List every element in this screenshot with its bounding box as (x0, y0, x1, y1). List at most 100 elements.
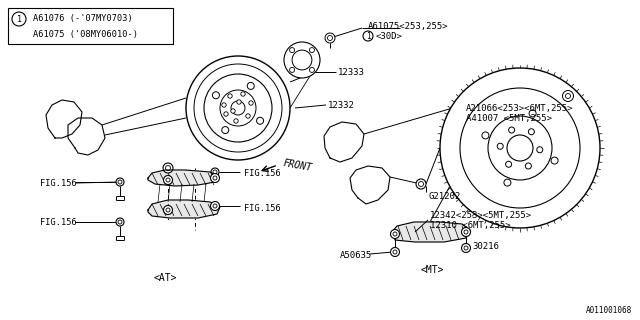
Circle shape (247, 83, 254, 89)
Circle shape (166, 165, 170, 171)
Text: 1: 1 (365, 31, 371, 41)
Text: FRONT: FRONT (282, 158, 313, 173)
Circle shape (204, 74, 272, 142)
Text: G21202: G21202 (428, 191, 460, 201)
Circle shape (363, 31, 373, 41)
Circle shape (284, 42, 320, 78)
Circle shape (221, 127, 228, 133)
Circle shape (220, 90, 256, 126)
Polygon shape (46, 100, 82, 138)
Text: A21066<253><6MT,255>: A21066<253><6MT,255> (466, 103, 573, 113)
Circle shape (390, 247, 399, 257)
Circle shape (116, 218, 124, 226)
Circle shape (390, 229, 399, 238)
Circle shape (529, 129, 534, 135)
Circle shape (231, 101, 245, 115)
Text: 12332: 12332 (328, 100, 355, 109)
Circle shape (461, 228, 470, 236)
Circle shape (497, 143, 503, 149)
Circle shape (237, 100, 241, 104)
Circle shape (537, 147, 543, 153)
Polygon shape (148, 200, 220, 218)
Bar (8, 8, 173, 44)
Polygon shape (392, 222, 470, 242)
Circle shape (328, 36, 333, 41)
Text: A61075<253,255>: A61075<253,255> (368, 21, 449, 30)
Circle shape (529, 110, 536, 117)
Circle shape (166, 208, 170, 212)
Circle shape (231, 109, 236, 113)
Circle shape (257, 117, 264, 124)
Circle shape (163, 175, 173, 185)
Text: <30D>: <30D> (376, 31, 403, 41)
Circle shape (551, 157, 558, 164)
Circle shape (116, 178, 124, 186)
Text: 1: 1 (17, 14, 22, 23)
Circle shape (211, 173, 220, 182)
Text: FIG.156: FIG.156 (244, 169, 281, 178)
Circle shape (118, 220, 122, 224)
Circle shape (228, 94, 232, 98)
Circle shape (482, 132, 489, 139)
Text: A61075 ('08MY06010-): A61075 ('08MY06010-) (33, 29, 138, 38)
Circle shape (212, 92, 220, 99)
Circle shape (292, 50, 312, 70)
Circle shape (166, 178, 170, 182)
Text: FIG.156: FIG.156 (40, 179, 77, 188)
Circle shape (507, 135, 533, 161)
Circle shape (213, 170, 217, 174)
Circle shape (246, 114, 250, 118)
Text: FIG.156: FIG.156 (244, 204, 281, 212)
Circle shape (525, 163, 531, 169)
Text: 12310 <6MT,255>: 12310 <6MT,255> (430, 220, 511, 229)
Circle shape (309, 48, 314, 52)
Circle shape (163, 205, 173, 214)
Text: A61076 (-'07MY0703): A61076 (-'07MY0703) (33, 13, 132, 22)
Circle shape (506, 161, 511, 167)
Polygon shape (68, 118, 105, 155)
Circle shape (289, 48, 294, 52)
Circle shape (224, 112, 228, 116)
Circle shape (163, 163, 173, 173)
Circle shape (509, 127, 515, 133)
Text: A50635: A50635 (340, 252, 372, 260)
Circle shape (234, 119, 238, 123)
Polygon shape (350, 166, 390, 204)
Text: 12342<253><5MT,255>: 12342<253><5MT,255> (430, 211, 532, 220)
Text: <AT>: <AT> (153, 273, 177, 283)
Text: FIG.156: FIG.156 (40, 218, 77, 227)
Circle shape (325, 33, 335, 43)
Circle shape (566, 93, 570, 99)
Circle shape (416, 179, 426, 189)
Circle shape (213, 204, 217, 208)
Circle shape (222, 103, 226, 107)
Circle shape (211, 202, 220, 211)
Polygon shape (148, 170, 218, 186)
Circle shape (504, 179, 511, 186)
Circle shape (194, 64, 282, 152)
Text: <MT>: <MT> (420, 265, 444, 275)
Circle shape (563, 91, 573, 101)
Circle shape (488, 116, 552, 180)
Circle shape (464, 230, 468, 234)
Text: A41007 <5MT,255>: A41007 <5MT,255> (466, 114, 552, 123)
Circle shape (393, 250, 397, 254)
Circle shape (464, 246, 468, 250)
Text: A011001068: A011001068 (586, 306, 632, 315)
Circle shape (241, 92, 245, 96)
Circle shape (393, 232, 397, 236)
Circle shape (118, 180, 122, 184)
Circle shape (460, 88, 580, 208)
Circle shape (12, 12, 26, 26)
Circle shape (186, 56, 290, 160)
Text: 12333: 12333 (338, 68, 365, 76)
Circle shape (440, 68, 600, 228)
Circle shape (309, 68, 314, 72)
Circle shape (211, 168, 219, 176)
Circle shape (289, 68, 294, 72)
Polygon shape (324, 122, 364, 162)
Circle shape (249, 101, 253, 105)
Text: 30216: 30216 (472, 242, 499, 251)
Circle shape (461, 244, 470, 252)
Circle shape (419, 181, 424, 187)
